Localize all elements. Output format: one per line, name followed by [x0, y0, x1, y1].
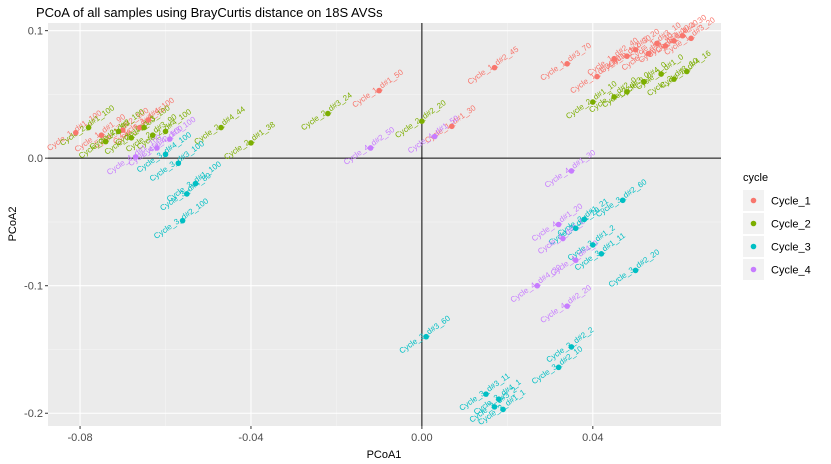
data-point — [325, 110, 331, 117]
data-point — [641, 78, 647, 85]
data-point — [248, 140, 254, 146]
legend-key-dot — [750, 197, 757, 204]
data-point — [491, 404, 498, 410]
data-point — [483, 391, 489, 397]
data-point — [679, 32, 686, 39]
data-points — [72, 32, 694, 413]
data-point — [367, 145, 374, 151]
data-point — [555, 221, 562, 228]
data-point — [619, 197, 626, 204]
data-point — [658, 71, 664, 77]
x-tick-label: -0.08 — [68, 432, 93, 444]
chart-title: PCoA of all samples using BrayCurtis dis… — [36, 5, 383, 20]
data-point — [72, 129, 79, 136]
data-point — [162, 128, 169, 135]
legend-label: Cycle_3 — [771, 242, 811, 254]
data-point — [149, 132, 156, 139]
data-point — [564, 61, 570, 67]
data-point — [624, 89, 630, 95]
legend: cycle Cycle_1 Cycle_2 Cycle_3 Cycle_4 — [743, 172, 811, 280]
data-point — [560, 235, 566, 242]
data-point — [115, 128, 122, 135]
data-point — [179, 217, 186, 224]
x-axis-title: PCoA1 — [367, 449, 402, 461]
reference-lines — [48, 23, 721, 426]
data-point — [662, 43, 669, 49]
data-point — [491, 64, 498, 71]
data-point — [192, 180, 199, 187]
data-point — [431, 133, 438, 140]
data-point — [132, 154, 139, 160]
data-point — [376, 87, 382, 94]
data-point — [449, 123, 455, 130]
data-point — [496, 396, 502, 403]
data-point — [555, 364, 562, 371]
data-point — [654, 40, 660, 47]
legend-label: Cycle_1 — [771, 196, 811, 208]
data-point — [145, 117, 152, 123]
x-tick-label: 0.04 — [582, 432, 603, 444]
legend-title: cycle — [743, 172, 768, 184]
data-point — [590, 242, 596, 248]
data-point — [175, 160, 182, 167]
data-point — [632, 46, 639, 53]
x-tick-label: 0.00 — [411, 432, 432, 444]
data-point — [572, 225, 579, 232]
data-point — [141, 124, 147, 131]
data-point — [590, 99, 596, 105]
data-point — [671, 76, 677, 82]
data-point — [624, 53, 630, 59]
legend-key-dot — [750, 266, 757, 273]
data-point — [611, 94, 617, 100]
data-point — [581, 216, 588, 223]
minor-gridlines — [48, 23, 721, 426]
legend-label: Cycle_2 — [771, 219, 811, 231]
data-point — [102, 138, 109, 145]
data-point — [218, 124, 224, 131]
x-axis-ticks: -0.08 -0.04 0.00 0.04 — [68, 426, 604, 444]
data-point — [184, 191, 190, 197]
data-point — [611, 55, 617, 62]
y-axis-title: PCoA2 — [7, 207, 19, 242]
data-point — [671, 38, 677, 44]
data-point — [119, 127, 126, 133]
data-point — [534, 282, 541, 289]
y-tick-label: -0.1 — [24, 281, 43, 293]
data-point — [632, 267, 639, 274]
data-point — [137, 124, 143, 131]
data-point — [419, 118, 425, 124]
data-point — [154, 145, 160, 151]
y-tick-label: 0.1 — [28, 26, 43, 38]
data-point — [684, 68, 690, 75]
data-point — [598, 251, 605, 257]
data-point — [564, 303, 570, 309]
plot-panel — [48, 23, 721, 426]
data-point — [688, 35, 694, 42]
data-point — [594, 73, 600, 80]
data-point — [162, 151, 169, 158]
y-tick-label: -0.2 — [24, 408, 43, 420]
data-point — [645, 50, 652, 57]
data-point — [500, 406, 506, 413]
legend-key-dot — [750, 243, 757, 250]
data-point — [98, 132, 105, 139]
legend-label: Cycle_4 — [771, 265, 811, 277]
data-point — [572, 257, 579, 264]
data-point — [166, 136, 173, 142]
y-axis-ticks: 0.1 0.0 -0.1 -0.2 — [24, 26, 48, 420]
data-point — [85, 124, 92, 131]
x-tick-label: -0.04 — [238, 432, 263, 444]
data-point — [128, 134, 135, 141]
y-tick-label: 0.0 — [28, 153, 43, 165]
legend-key-dot — [750, 220, 757, 227]
data-point — [568, 344, 575, 350]
data-point — [568, 168, 575, 174]
data-point — [423, 333, 429, 340]
